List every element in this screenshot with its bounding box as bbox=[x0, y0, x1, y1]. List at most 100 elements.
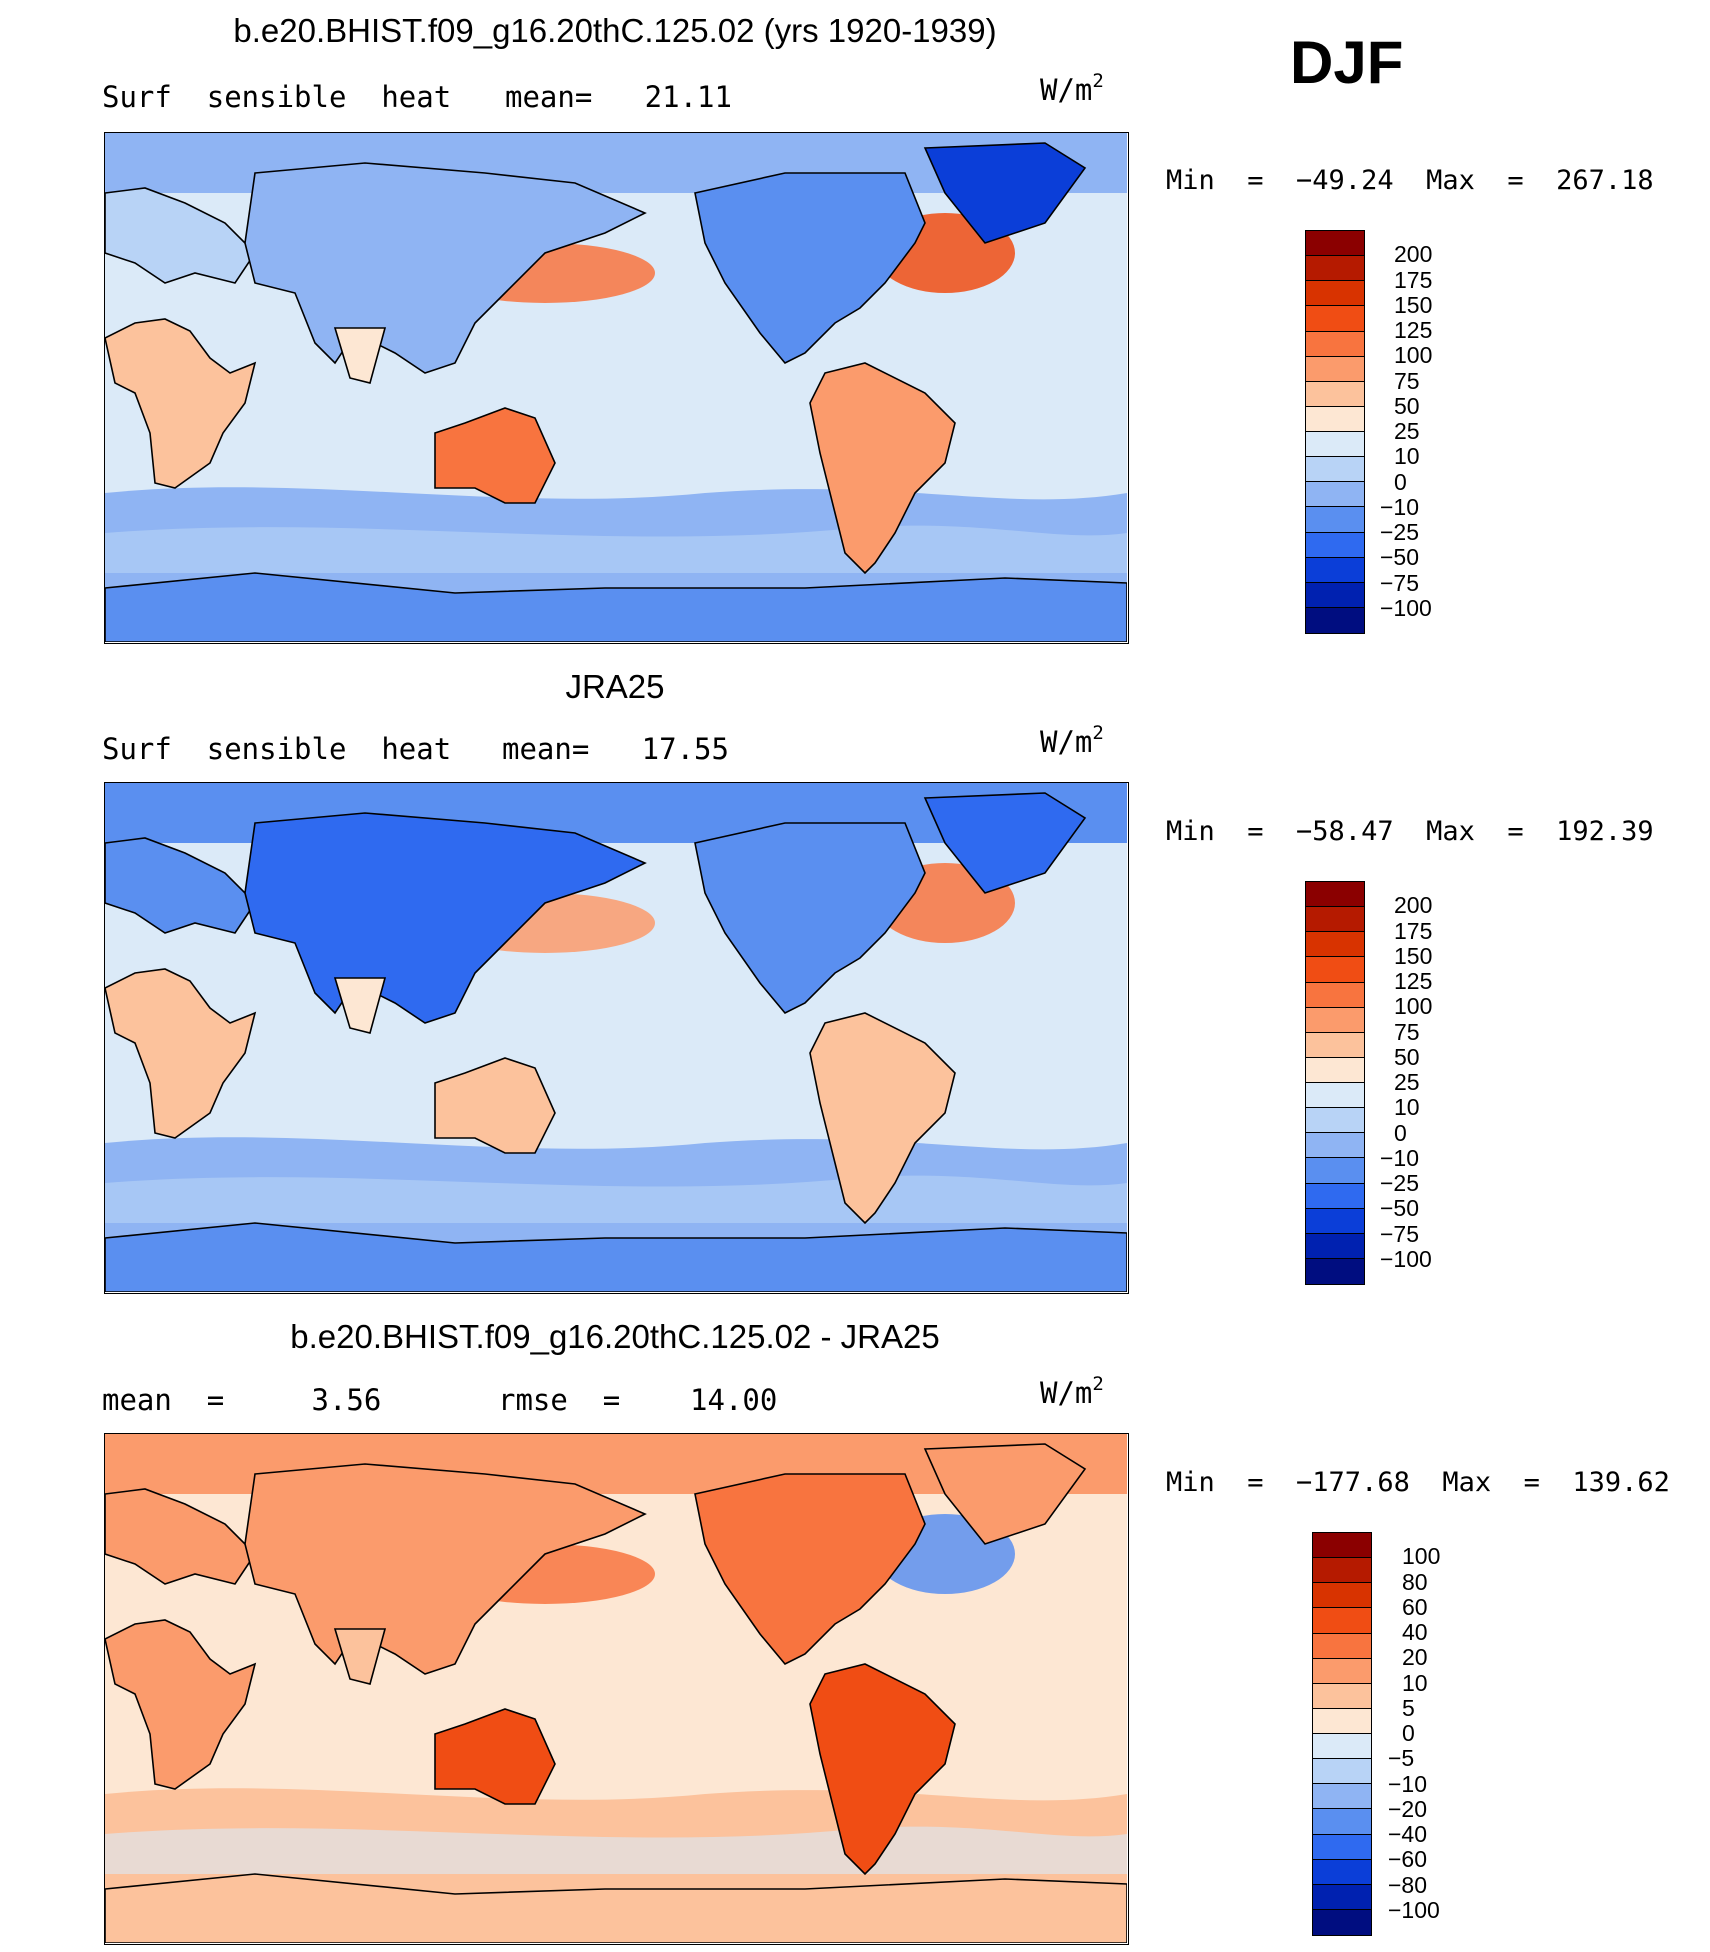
colorbar-swatch bbox=[1313, 1784, 1371, 1810]
colorbar-tick-label: 100 bbox=[1394, 342, 1433, 369]
colorbar-tick-label: 50 bbox=[1394, 392, 1420, 419]
panel-1-colorbar-labels: 200 175 150 125 100 75 50 25 10 0 −10 −25 −50 −75 −100 bbox=[1380, 230, 1480, 634]
panel-1-units: W/m2 bbox=[1040, 70, 1104, 107]
colorbar-tick-label: −60 bbox=[1388, 1846, 1428, 1873]
colorbar-tick-label: −100 bbox=[1380, 1245, 1432, 1272]
panel-1-map bbox=[104, 132, 1129, 644]
colorbar-tick-label: 75 bbox=[1394, 1018, 1420, 1045]
colorbar-swatch bbox=[1306, 1183, 1364, 1209]
colorbar-swatch bbox=[1306, 582, 1364, 608]
panel-3-colorbar bbox=[1312, 1532, 1372, 1936]
colorbar-tick-label: 0 bbox=[1394, 468, 1407, 495]
panel-2-min-max: Min = −58.47 Max = 192.39 bbox=[1166, 816, 1654, 847]
colorbar-tick-label: 60 bbox=[1402, 1593, 1428, 1620]
landmass-greenland bbox=[923, 792, 1087, 894]
colorbar-swatch bbox=[1313, 1683, 1371, 1709]
panel-1-mean: mean= 21.11 bbox=[505, 80, 732, 114]
panel-3-map-field bbox=[105, 1434, 1127, 1943]
colorbar-swatch bbox=[1306, 607, 1364, 633]
colorbar-tick-label: 20 bbox=[1402, 1644, 1428, 1671]
colorbar-tick-label: 10 bbox=[1394, 443, 1420, 470]
colorbar-swatch bbox=[1306, 482, 1364, 508]
colorbar-tick-label: 150 bbox=[1394, 942, 1433, 969]
panel-3-colorbar-labels: 100 80 60 40 20 10 5 0 −5 −10 −20 −40 −60 −80 −100 bbox=[1388, 1532, 1488, 1936]
colorbar-tick-label: −10 bbox=[1380, 1144, 1420, 1171]
colorbar-tick-label: 5 bbox=[1402, 1694, 1415, 1721]
panel-3-rmse: rmse = 14.00 bbox=[498, 1383, 778, 1417]
panel-3-units: W/m2 bbox=[1040, 1373, 1104, 1410]
landmass-namerica bbox=[694, 1473, 926, 1665]
colorbar-swatch bbox=[1313, 1734, 1371, 1760]
colorbar-swatch bbox=[1306, 1108, 1364, 1134]
colorbar-swatch bbox=[1313, 1558, 1371, 1584]
landmass-asia bbox=[244, 162, 647, 374]
panel-2-title: JRA25 bbox=[565, 668, 665, 705]
panel-2-colorbar bbox=[1305, 881, 1365, 1285]
colorbar-swatch bbox=[1313, 1834, 1371, 1860]
landmass-europe bbox=[105, 1488, 257, 1585]
colorbar-swatch bbox=[1306, 1158, 1364, 1184]
colorbar-tick-label: 125 bbox=[1394, 968, 1433, 994]
colorbar-swatch bbox=[1306, 1208, 1364, 1234]
colorbar-tick-label: 100 bbox=[1394, 993, 1433, 1020]
colorbar-tick-label: −100 bbox=[1380, 594, 1432, 621]
colorbar-swatch bbox=[1313, 1859, 1371, 1885]
colorbar-tick-label: −80 bbox=[1388, 1871, 1428, 1898]
landmass-antarctica bbox=[105, 1222, 1127, 1292]
landmass-antarctica bbox=[105, 1873, 1127, 1943]
colorbar-tick-label: −75 bbox=[1380, 569, 1420, 596]
colorbar-tick-label: 25 bbox=[1394, 1069, 1420, 1095]
panel-1-title: b.e20.BHIST.f09_g16.20thC.125.02 (yrs 19… bbox=[233, 12, 997, 49]
season-label: DJF bbox=[1290, 29, 1404, 96]
colorbar-swatch bbox=[1306, 1057, 1364, 1083]
colorbar-tick-label: 10 bbox=[1402, 1669, 1428, 1696]
colorbar-swatch bbox=[1306, 356, 1364, 382]
colorbar-tick-label: −25 bbox=[1380, 1170, 1420, 1196]
landmass-india bbox=[333, 1628, 387, 1685]
colorbar-swatch bbox=[1313, 1658, 1371, 1684]
landmass-antarctica bbox=[105, 572, 1127, 642]
colorbar-swatch bbox=[1306, 957, 1364, 983]
colorbar-tick-label: 100 bbox=[1402, 1543, 1441, 1570]
colorbar-tick-label: −40 bbox=[1388, 1821, 1428, 1847]
landmass-samerica bbox=[809, 1012, 956, 1225]
landmass-india bbox=[333, 977, 387, 1034]
colorbar-tick-label: 200 bbox=[1394, 892, 1433, 919]
colorbar-tick-label: −50 bbox=[1380, 544, 1420, 571]
colorbar-tick-label: 50 bbox=[1394, 1043, 1420, 1070]
colorbar-swatch bbox=[1306, 557, 1364, 583]
panel-2-colorbar-labels: 200 175 150 125 100 75 50 25 10 0 −10 −25 −50 −75 −100 bbox=[1380, 881, 1480, 1285]
colorbar-swatch bbox=[1306, 1083, 1364, 1109]
colorbar-swatch bbox=[1306, 432, 1364, 458]
colorbar-swatch bbox=[1306, 281, 1364, 307]
panel-1-map-field bbox=[105, 133, 1127, 642]
landmass-europe bbox=[105, 187, 257, 284]
panel-2-map-field bbox=[105, 783, 1127, 1292]
colorbar-tick-label: −20 bbox=[1388, 1795, 1428, 1822]
colorbar-swatch bbox=[1306, 907, 1364, 933]
landmass-australia bbox=[434, 1057, 556, 1154]
colorbar-tick-label: 150 bbox=[1394, 291, 1433, 318]
landmass-africa bbox=[105, 1619, 257, 1790]
colorbar-tick-label: −10 bbox=[1380, 493, 1420, 520]
colorbar-tick-label: 200 bbox=[1394, 241, 1433, 268]
panel-1-colorbar bbox=[1305, 230, 1365, 634]
landmass-australia bbox=[434, 407, 556, 504]
colorbar-swatch bbox=[1306, 381, 1364, 407]
panel-3-min-max: Min = −177.68 Max = 139.62 bbox=[1166, 1467, 1670, 1498]
panel-2-variable-label: Surf sensible heat bbox=[102, 732, 452, 766]
panel-3-map bbox=[104, 1433, 1129, 1945]
panel-1-min-max: Min = −49.24 Max = 267.18 bbox=[1166, 165, 1654, 196]
colorbar-tick-label: 25 bbox=[1394, 418, 1420, 444]
panel-1-variable-label: Surf sensible heat bbox=[102, 80, 452, 114]
landmass-asia bbox=[244, 812, 647, 1024]
colorbar-swatch bbox=[1306, 1032, 1364, 1058]
landmass-namerica bbox=[694, 822, 926, 1014]
landmass-india bbox=[333, 327, 387, 384]
colorbar-swatch bbox=[1313, 1909, 1371, 1935]
colorbar-tick-label: 40 bbox=[1402, 1619, 1428, 1645]
panel-3-mean: mean = 3.56 bbox=[102, 1383, 382, 1417]
colorbar-tick-label: −25 bbox=[1380, 519, 1420, 545]
landmass-asia bbox=[244, 1463, 647, 1675]
colorbar-swatch bbox=[1313, 1583, 1371, 1609]
